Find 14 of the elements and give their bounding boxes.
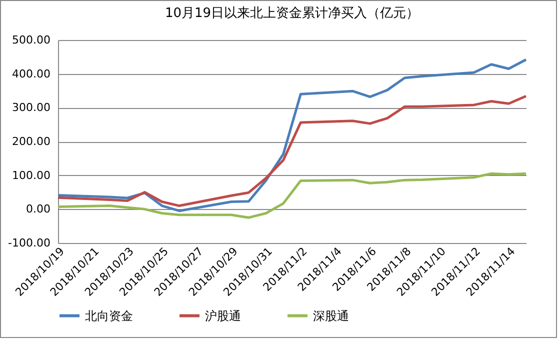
line-series bbox=[56, 172, 528, 219]
chart-title: 10月19日以来北上资金累计净买入（亿元） bbox=[164, 6, 420, 21]
y-tick-label: 500.00 bbox=[12, 34, 50, 46]
y-tick-label: 300.00 bbox=[12, 101, 50, 114]
line-series bbox=[56, 94, 528, 208]
y-tick-label: 100.00 bbox=[12, 168, 50, 182]
legend-label: 深股通 bbox=[313, 308, 349, 323]
line-series bbox=[56, 58, 528, 212]
legend-label: 北向资金 bbox=[85, 308, 133, 323]
y-tick-label: -100.00 bbox=[8, 236, 50, 250]
y-tick-label: 200.00 bbox=[12, 135, 50, 148]
legend-label: 沪股通 bbox=[205, 308, 241, 323]
y-tick-label: 400.00 bbox=[12, 67, 50, 80]
y-tick-label: 0.00 bbox=[26, 202, 50, 216]
